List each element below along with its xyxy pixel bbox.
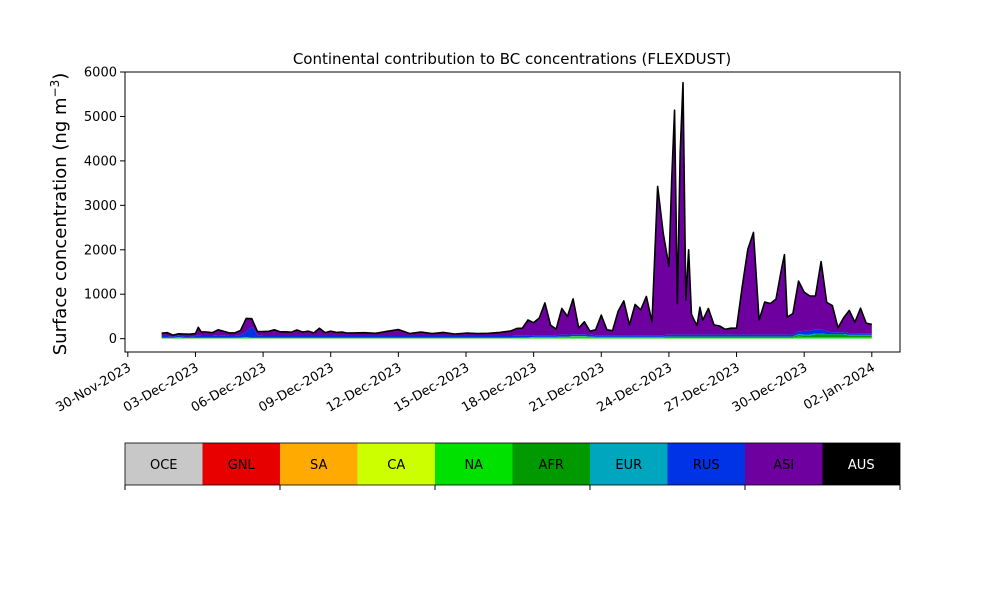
legend-label-oce: OCE xyxy=(150,458,178,473)
plot-frame xyxy=(124,71,901,353)
legend-swatch-gnl xyxy=(202,443,280,485)
x-tick-label: 12-Dec-2023 xyxy=(324,360,404,415)
y-axis-label-exponent: −3 xyxy=(48,80,62,98)
legend-swatch-rus xyxy=(667,443,745,485)
x-tick-label: 02-Jan-2024 xyxy=(801,360,878,413)
area-series-rus xyxy=(161,326,872,338)
y-axis-label-close: ) xyxy=(50,73,71,80)
x-tick-label: 30-Dec-2023 xyxy=(730,360,810,415)
legend-swatch-oce xyxy=(125,443,203,485)
legend-label-aus: AUS xyxy=(848,458,875,473)
y-tick-label: 3000 xyxy=(84,199,117,214)
legend-label-eur: EUR xyxy=(615,458,642,473)
area-series-afr xyxy=(161,334,872,339)
y-tick-label: 0 xyxy=(109,332,117,347)
y-tick-label: 6000 xyxy=(84,66,117,81)
y-axis: 0 1000 2000 3000 4000 5000 6000 xyxy=(84,66,125,347)
x-axis: 30-Nov-202303-Dec-202306-Dec-202309-Dec-… xyxy=(54,352,878,416)
x-tick-label: 24-Dec-2023 xyxy=(595,360,675,415)
chart-title: Continental contribution to BC concentra… xyxy=(293,50,731,68)
x-tick-label: 18-Dec-2023 xyxy=(459,360,539,415)
y-tick-label: 1000 xyxy=(84,288,117,303)
legend-swatch-asi xyxy=(745,443,823,485)
legend-label-sa: SA xyxy=(310,458,327,473)
y-axis-label: Surface concentration (ng m−3) xyxy=(48,73,71,356)
legend-label-ca: CA xyxy=(387,458,405,473)
legend-frame xyxy=(124,442,901,486)
area-series-na xyxy=(161,336,872,339)
legend-label-afr: AFR xyxy=(539,458,564,473)
stacked-area-series xyxy=(161,82,872,339)
y-tick-label: 2000 xyxy=(84,243,117,258)
legend-colorbar: OCE GNL SA CA NA AFR EUR RUS ASI AUS xyxy=(124,442,901,490)
legend-swatch-eur xyxy=(590,443,668,485)
area-series-aus xyxy=(161,82,872,336)
x-tick-label: 09-Dec-2023 xyxy=(256,360,336,415)
legend-label-asi: ASI xyxy=(773,458,794,473)
legend-swatch-sa xyxy=(280,443,358,485)
total-line xyxy=(161,81,873,336)
y-tick-label: 4000 xyxy=(84,154,117,169)
x-tick-label: 27-Dec-2023 xyxy=(662,360,742,415)
x-tick-label: 21-Dec-2023 xyxy=(527,360,607,415)
legend-swatch-ca xyxy=(357,443,435,485)
x-tick-label: 06-Dec-2023 xyxy=(189,360,269,415)
legend-swatch-na xyxy=(435,443,513,485)
y-axis-label-main: Surface concentration (ng m xyxy=(50,97,71,355)
legend-label-rus: RUS xyxy=(693,458,720,473)
x-tick-label: 15-Dec-2023 xyxy=(392,360,472,415)
total-outline xyxy=(161,81,873,336)
legend-label-na: NA xyxy=(464,458,483,473)
area-series-asi xyxy=(161,82,872,337)
y-tick-label: 5000 xyxy=(84,110,117,125)
x-tick-label: 30-Nov-2023 xyxy=(54,360,134,415)
legend-label-gnl: GNL xyxy=(228,458,256,473)
legend-swatch-aus xyxy=(822,443,900,485)
legend-swatch-afr xyxy=(512,443,590,485)
x-tick-label: 03-Dec-2023 xyxy=(121,360,201,415)
